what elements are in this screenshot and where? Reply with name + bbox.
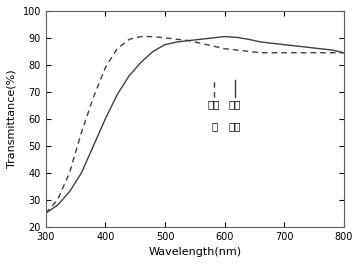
Text: 层: 层 (211, 121, 217, 131)
Text: 有源: 有源 (208, 99, 220, 109)
Text: 源漏: 源漏 (229, 99, 241, 109)
X-axis label: Wavelength(nm): Wavelength(nm) (148, 247, 241, 257)
Text: 电极: 电极 (229, 121, 241, 131)
Y-axis label: Transmittance(%): Transmittance(%) (7, 69, 17, 168)
